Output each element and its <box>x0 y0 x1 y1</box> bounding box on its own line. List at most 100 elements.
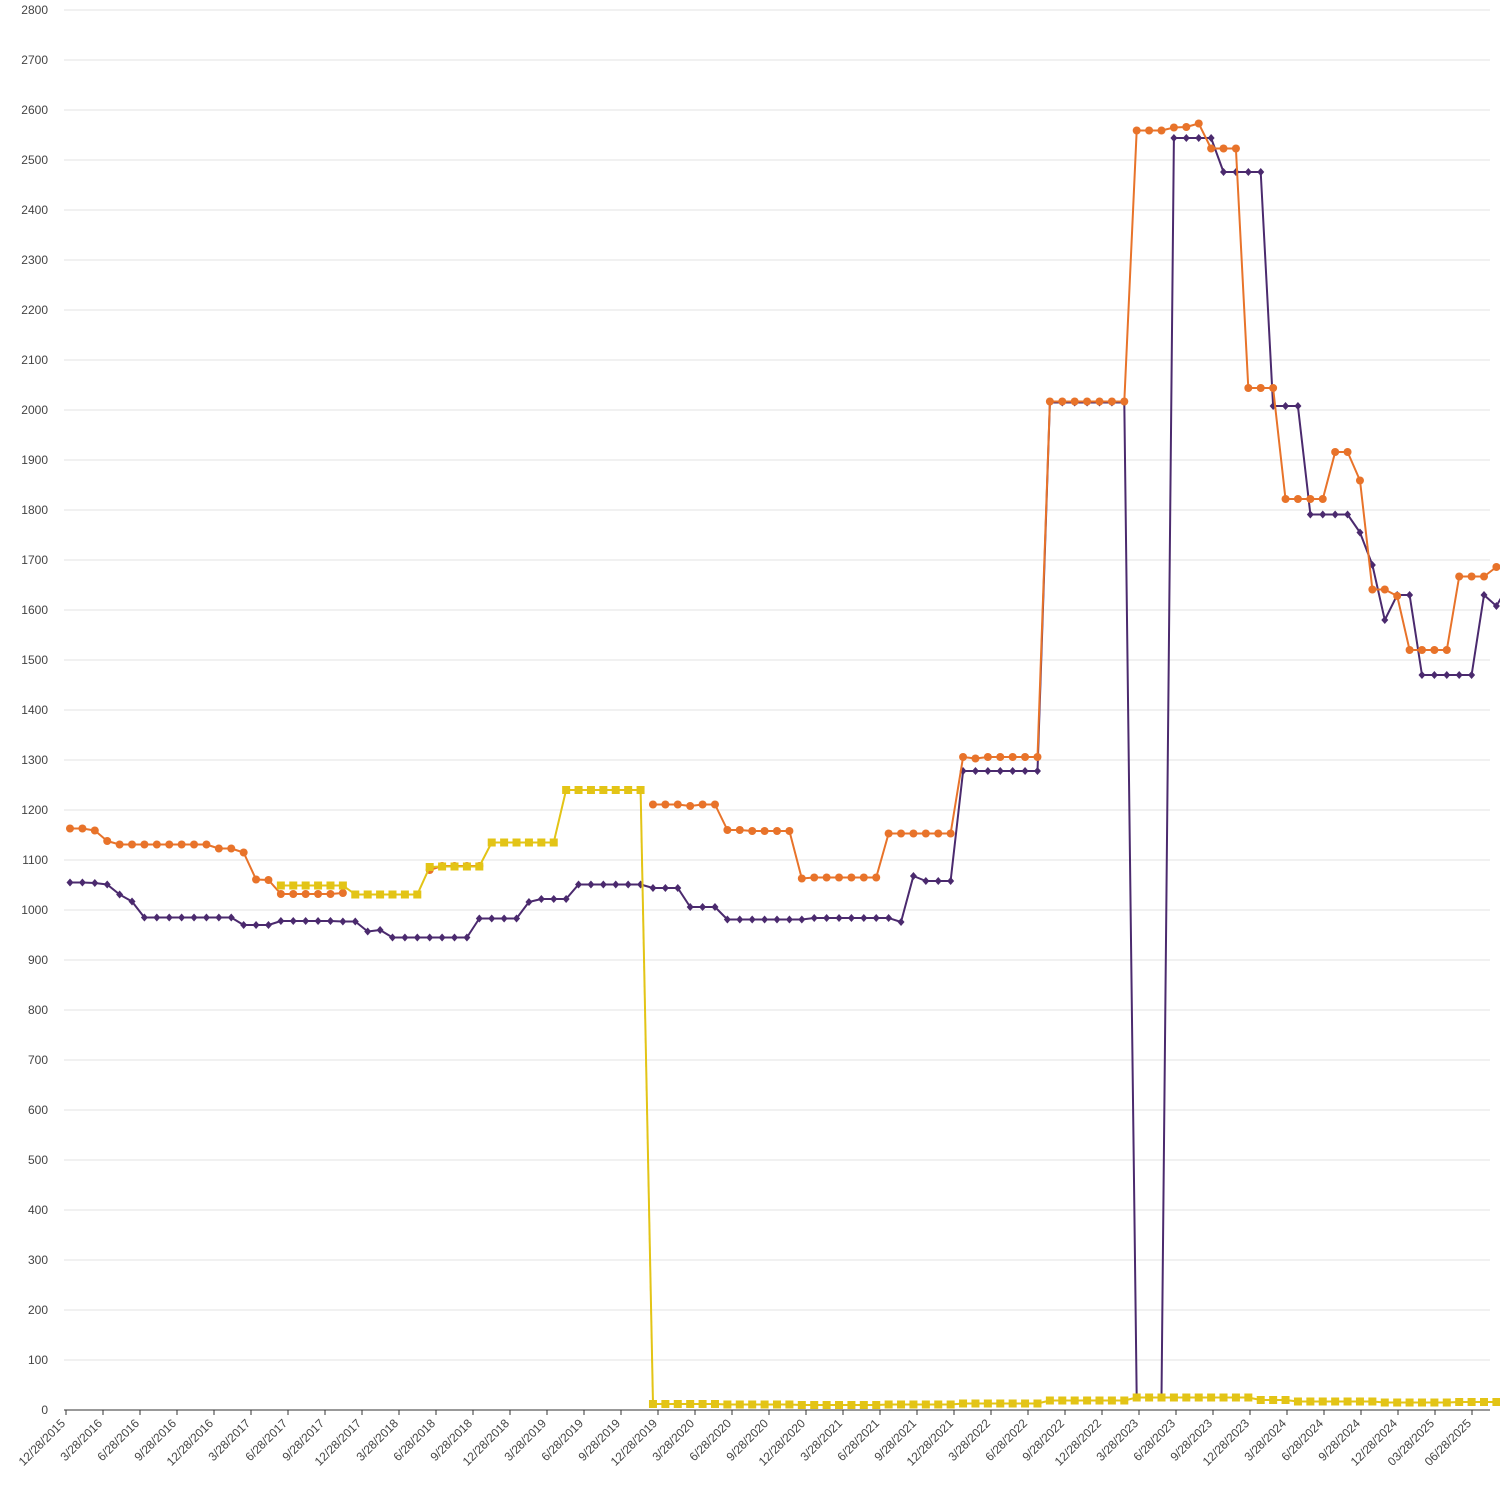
data-point <box>1443 671 1450 679</box>
y-tick-label: 500 <box>28 1153 48 1167</box>
data-point <box>426 934 433 942</box>
series-layer <box>66 120 1500 1410</box>
data-point <box>388 891 396 899</box>
data-point <box>215 914 222 922</box>
data-point <box>1430 646 1438 654</box>
data-point <box>1393 1399 1401 1407</box>
y-tick-label: 600 <box>28 1103 48 1117</box>
data-point <box>79 879 86 887</box>
data-point <box>1244 1394 1252 1402</box>
data-point <box>203 914 210 922</box>
data-point <box>1468 671 1475 679</box>
data-point <box>1418 671 1425 679</box>
y-tick-label: 400 <box>28 1203 48 1217</box>
data-point <box>302 890 310 898</box>
y-tick-label: 2400 <box>21 203 48 217</box>
data-point <box>811 914 818 922</box>
data-point <box>1307 511 1314 519</box>
data-point <box>798 916 805 924</box>
data-point <box>1492 1398 1500 1406</box>
data-point <box>575 786 583 794</box>
data-point <box>1332 511 1339 519</box>
data-point <box>872 874 880 882</box>
y-tick-label: 2700 <box>21 53 48 67</box>
data-point <box>1195 120 1203 128</box>
y-tick-label: 2300 <box>21 253 48 267</box>
data-point <box>612 881 619 889</box>
data-point <box>377 926 384 934</box>
data-point <box>587 786 595 794</box>
data-point <box>823 914 830 922</box>
data-point <box>637 786 645 794</box>
data-point <box>959 1400 967 1408</box>
data-point <box>277 882 285 890</box>
y-tick-label: 1800 <box>21 503 48 517</box>
data-point <box>711 801 719 809</box>
data-point <box>1319 511 1326 519</box>
data-point <box>413 891 421 899</box>
y-tick-label: 1700 <box>21 553 48 567</box>
data-point <box>1108 1397 1116 1405</box>
data-point <box>488 839 496 847</box>
data-point <box>1009 753 1017 761</box>
data-point <box>438 863 446 871</box>
data-point <box>661 1400 669 1408</box>
data-point <box>1331 1398 1339 1406</box>
data-point <box>538 895 545 903</box>
y-tick-label: 900 <box>28 953 48 967</box>
data-point <box>500 839 508 847</box>
data-point <box>1269 384 1277 392</box>
data-point <box>1245 168 1252 176</box>
data-point <box>1120 398 1128 406</box>
data-point <box>1170 134 1177 142</box>
data-point <box>401 934 408 942</box>
y-tick-label: 1100 <box>22 853 48 867</box>
data-point <box>253 921 260 929</box>
data-point <box>959 753 967 761</box>
data-point <box>326 890 334 898</box>
data-point <box>1021 753 1029 761</box>
y-tick-label: 100 <box>28 1353 48 1367</box>
data-point <box>934 1401 942 1409</box>
data-point <box>1195 1394 1203 1402</box>
data-point <box>67 879 74 887</box>
data-point <box>1306 495 1314 503</box>
y-tick-label: 2600 <box>21 103 48 117</box>
y-tick-label: 2000 <box>21 403 48 417</box>
data-point <box>451 934 458 942</box>
data-point <box>798 1401 806 1409</box>
data-point <box>1455 573 1463 581</box>
data-point <box>1269 1396 1277 1404</box>
data-point <box>1282 1396 1290 1404</box>
data-point <box>326 882 334 890</box>
data-point <box>599 786 607 794</box>
data-point <box>847 874 855 882</box>
data-point <box>1220 1394 1228 1402</box>
gridlines <box>64 10 1490 1410</box>
data-point <box>1468 1398 1476 1406</box>
data-point <box>761 916 768 924</box>
y-tick-label: 2800 <box>21 3 48 17</box>
data-point <box>277 890 285 898</box>
data-point <box>153 914 160 922</box>
y-tick-label: 1200 <box>21 803 48 817</box>
data-point <box>1393 592 1401 600</box>
data-point <box>191 914 198 922</box>
data-point <box>774 916 781 924</box>
data-point <box>1257 1396 1265 1404</box>
data-point <box>1071 398 1079 406</box>
data-point <box>562 786 570 794</box>
data-point <box>612 786 620 794</box>
data-point <box>947 877 954 885</box>
data-point <box>1033 753 1041 761</box>
data-point <box>1071 1397 1079 1405</box>
y-tick-label: 2200 <box>21 303 48 317</box>
data-point <box>1331 448 1339 456</box>
data-point <box>1170 124 1178 132</box>
data-point <box>736 1401 744 1409</box>
data-point <box>1294 402 1301 410</box>
data-point <box>736 916 743 924</box>
data-point <box>264 876 272 884</box>
data-point <box>550 839 558 847</box>
data-point <box>674 1400 682 1408</box>
